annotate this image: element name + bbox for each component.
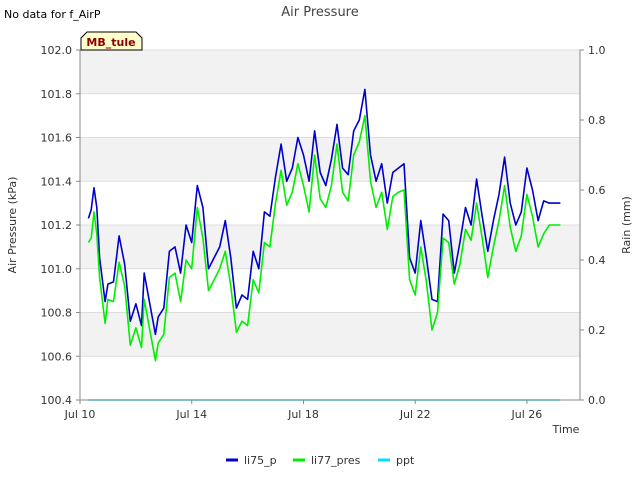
tick-labels: 100.4 100.6 100.8 101.0 101.2 101.4 101.6 101.8…	[41, 44, 606, 421]
x-tick-label: Jul 22	[399, 408, 431, 421]
y-tick-label: 100.4	[41, 394, 73, 407]
grid-lines	[80, 49, 580, 401]
y-tick-label: 101.2	[41, 219, 73, 232]
x-tick-label: Jul 14	[175, 408, 207, 421]
legend-item-ppt: ppt	[378, 454, 415, 467]
series-line-li75_p	[87, 88, 561, 336]
x-tick-label: Jul 18	[287, 408, 319, 421]
y-tick-label: 102.0	[41, 44, 73, 57]
y-tick-label: 101.4	[41, 175, 73, 188]
y-tick-label: 100.6	[41, 350, 73, 363]
y-tick-label: 101.0	[41, 263, 73, 276]
station-badge-label: MB_tule	[86, 36, 135, 49]
y-tick-label: 100.8	[41, 307, 73, 320]
y2-tick-label: 0.6	[588, 184, 606, 197]
y2-tick-label: 0.2	[588, 324, 606, 337]
chart-title: Air Pressure	[281, 5, 359, 20]
y-tick-label: 101.8	[41, 88, 73, 101]
legend-label: li75_p	[244, 454, 277, 467]
y2-axis-title: Rain (mm)	[620, 196, 633, 254]
y2-tick-label: 0.0	[588, 394, 606, 407]
x-tick-label: Jul 26	[511, 408, 543, 421]
x-axis-title: Time	[552, 423, 580, 436]
y-axis-title: Air Pressure (kPa)	[6, 177, 19, 274]
y2-tick-label: 0.8	[588, 114, 606, 127]
y2-tick-label: 0.4	[588, 254, 606, 267]
y-tick-label: 101.6	[41, 132, 73, 145]
no-data-note: No data for f_AirP	[4, 8, 101, 21]
band-stripe	[80, 225, 580, 269]
series-line-li77_pres	[87, 114, 561, 362]
legend-label: ppt	[396, 454, 415, 467]
band-stripe	[80, 50, 580, 94]
legend-label: li77_pres	[311, 454, 361, 467]
x-tick-label: Jul 10	[64, 408, 96, 421]
station-badge: MB_tule	[80, 31, 143, 51]
band-stripe	[80, 137, 580, 182]
legend-item-li77_pres: li77_pres	[293, 454, 361, 467]
legend: li75_p li77_pres ppt	[226, 454, 415, 467]
y2-tick-label: 1.0	[588, 44, 606, 57]
legend-item-li75_p: li75_p	[226, 454, 277, 467]
